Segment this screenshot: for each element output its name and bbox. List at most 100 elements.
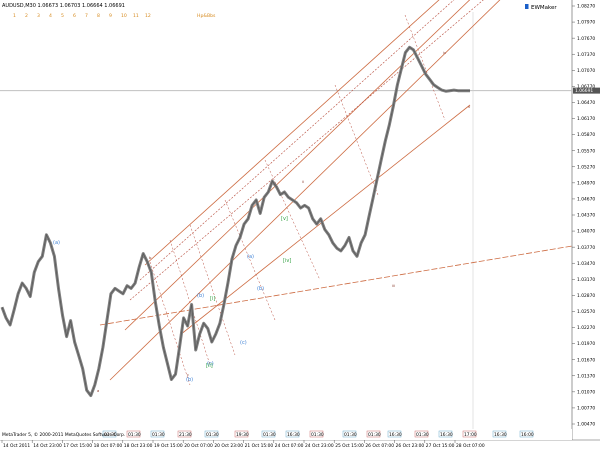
- x-tick-label: 20 Oct 23:00: [214, 443, 243, 449]
- y-tick-label: 1.01970: [577, 341, 595, 347]
- time-badge[interactable]: [519, 430, 534, 438]
- wave-label-green[interactable]: [ii]: [206, 363, 213, 369]
- y-tick-label: 1.06170: [577, 116, 595, 122]
- wave-toolbar[interactable]: 1 2 3 4 5 6 7 8 9 10 11 12 Hp&Bbs: [13, 13, 216, 19]
- toolbar-item[interactable]: 11: [133, 13, 139, 19]
- toolbar-item[interactable]: 1: [13, 13, 16, 19]
- fib-line-2[interactable]: [139, 0, 465, 281]
- wave-label-small[interactable]: iv: [443, 50, 447, 55]
- time-badge-label: 16:30: [494, 432, 507, 438]
- wave-label-small[interactable]: iii: [392, 283, 395, 288]
- toolbar-item[interactable]: 5: [61, 13, 64, 19]
- current-price-text: 1.06691: [575, 88, 593, 94]
- x-tick-label: 27 Oct 15:00: [426, 443, 455, 449]
- time-badge-label: 01:30: [344, 432, 357, 438]
- wave-label-blue[interactable]: (b): [197, 293, 204, 299]
- time-badges[interactable]: 01:30 01:30 01:30 21:30 01:30 19:30 01:30 16:30…: [102, 430, 534, 438]
- y-tick-label: 1.01070: [577, 389, 595, 395]
- time-axis[interactable]: 14 Oct 2011 14 Oct 23:00 17 Oct 15:00 18 Oc…: [1, 440, 485, 449]
- fib-projection-7[interactable]: [404, 14, 446, 121]
- elliott-annotations[interactable]: [99, 0, 573, 386]
- wave-label-blue[interactable]: (b): [186, 377, 193, 383]
- time-badge[interactable]: [414, 430, 429, 438]
- toolbar-item[interactable]: 8: [97, 13, 100, 19]
- x-tick-label: 21 Oct 15:00: [245, 443, 274, 449]
- channel-line-mid[interactable]: [124, 0, 480, 331]
- fib-projection-3[interactable]: [189, 224, 236, 356]
- time-badge[interactable]: [285, 430, 300, 438]
- toolbar-item[interactable]: 3: [37, 13, 40, 19]
- y-tick-label: 1.03770: [577, 245, 595, 251]
- wave-label-small[interactable]: v: [468, 104, 471, 109]
- time-badge[interactable]: [102, 430, 117, 438]
- x-tick-label: 24 Oct 07:00: [275, 443, 304, 449]
- wave-label-small[interactable]: a: [97, 388, 99, 393]
- channel-line-upper[interactable]: [144, 0, 450, 266]
- time-badge[interactable]: [462, 430, 477, 438]
- wave-label-small[interactable]: ii: [302, 179, 304, 184]
- time-badge[interactable]: [309, 430, 324, 438]
- toolbar-item[interactable]: Hp&Bbs: [197, 13, 216, 19]
- wave-label-blue[interactable]: (c): [240, 340, 247, 346]
- y-tick-label: 1.00770: [577, 406, 595, 412]
- time-badge[interactable]: [177, 430, 192, 438]
- wave-label-small[interactable]: c: [187, 372, 189, 377]
- time-badge[interactable]: [492, 430, 507, 438]
- x-tick-label: 17 Oct 15:00: [63, 443, 92, 449]
- toolbar-item[interactable]: 10: [121, 13, 127, 19]
- fib-line-1[interactable]: [129, 0, 495, 301]
- time-badge[interactable]: [387, 430, 402, 438]
- time-badge[interactable]: [126, 430, 141, 438]
- x-tick-label: 18 Oct 23:00: [124, 443, 153, 449]
- y-tick-label: 1.04370: [577, 213, 595, 219]
- wave-label-blue[interactable]: (a): [53, 240, 60, 246]
- x-tick-label: 26 Oct 23:00: [396, 443, 425, 449]
- toolbar-item[interactable]: 7: [85, 13, 88, 19]
- channel-line-base[interactable]: [179, 104, 471, 336]
- y-tick-label: 1.07370: [577, 52, 595, 58]
- wave-label-blue[interactable]: (b): [257, 286, 264, 292]
- fib-projection-2[interactable]: [169, 239, 211, 366]
- wave-label-blue[interactable]: (c): [207, 361, 214, 367]
- status-bar: MetaTrader 5, © 2000-2011 MetaQuotes Sof…: [0, 429, 572, 440]
- y-tick-label: 1.04670: [577, 197, 595, 203]
- time-badge[interactable]: [366, 430, 381, 438]
- time-badge[interactable]: [342, 430, 357, 438]
- price-axis[interactable]: 1.08270 1.07970 1.07670 1.07370 1.07070 1.067…: [572, 4, 595, 428]
- time-badge[interactable]: [261, 430, 276, 438]
- wave-labels[interactable]: (a) (b) (c) (b) (a) (b) (c) [v] [iv] [ii] [i] a c b ii…: [53, 50, 471, 393]
- y-tick-label: 1.08270: [577, 4, 595, 10]
- wave-label-small[interactable]: b: [149, 255, 152, 260]
- wave-label-green[interactable]: [iv]: [283, 258, 291, 264]
- toolbar-item[interactable]: 4: [49, 13, 52, 19]
- time-badge[interactable]: [204, 430, 219, 438]
- time-badge-label: 01:30: [416, 432, 429, 438]
- fib-projection-1[interactable]: [149, 261, 191, 386]
- y-tick-label: 1.05570: [577, 148, 595, 154]
- toolbar-item[interactable]: 9: [109, 13, 112, 19]
- fib-projection-4[interactable]: [224, 199, 276, 321]
- channel-line-lower[interactable]: [109, 0, 510, 381]
- y-tick-label: 1.02270: [577, 325, 595, 331]
- time-badge-label: 01:30: [152, 432, 165, 438]
- price-line: [0, 45, 470, 398]
- time-badge[interactable]: [438, 430, 453, 438]
- time-badge-label: 16:30: [287, 432, 300, 438]
- y-tick-label: 1.03470: [577, 261, 595, 267]
- wave-label-green[interactable]: [i]: [210, 296, 215, 302]
- y-tick-label: 1.07970: [577, 20, 595, 26]
- toolbar-item[interactable]: 6: [73, 13, 76, 19]
- wave-label-green[interactable]: [v]: [281, 216, 288, 222]
- time-badge-label: 01:30: [104, 432, 117, 438]
- toolbar-item[interactable]: 12: [145, 13, 151, 19]
- time-badge[interactable]: [150, 430, 165, 438]
- time-badge-label: 16:30: [389, 432, 402, 438]
- x-tick-label: 14 Oct 2011: [3, 443, 30, 449]
- wave-label-blue[interactable]: (a): [247, 254, 254, 260]
- toolbar-item[interactable]: 2: [25, 13, 28, 19]
- time-badge[interactable]: [234, 430, 249, 438]
- y-tick-label: 1.06770: [577, 84, 595, 90]
- long-trendline[interactable]: [99, 245, 573, 326]
